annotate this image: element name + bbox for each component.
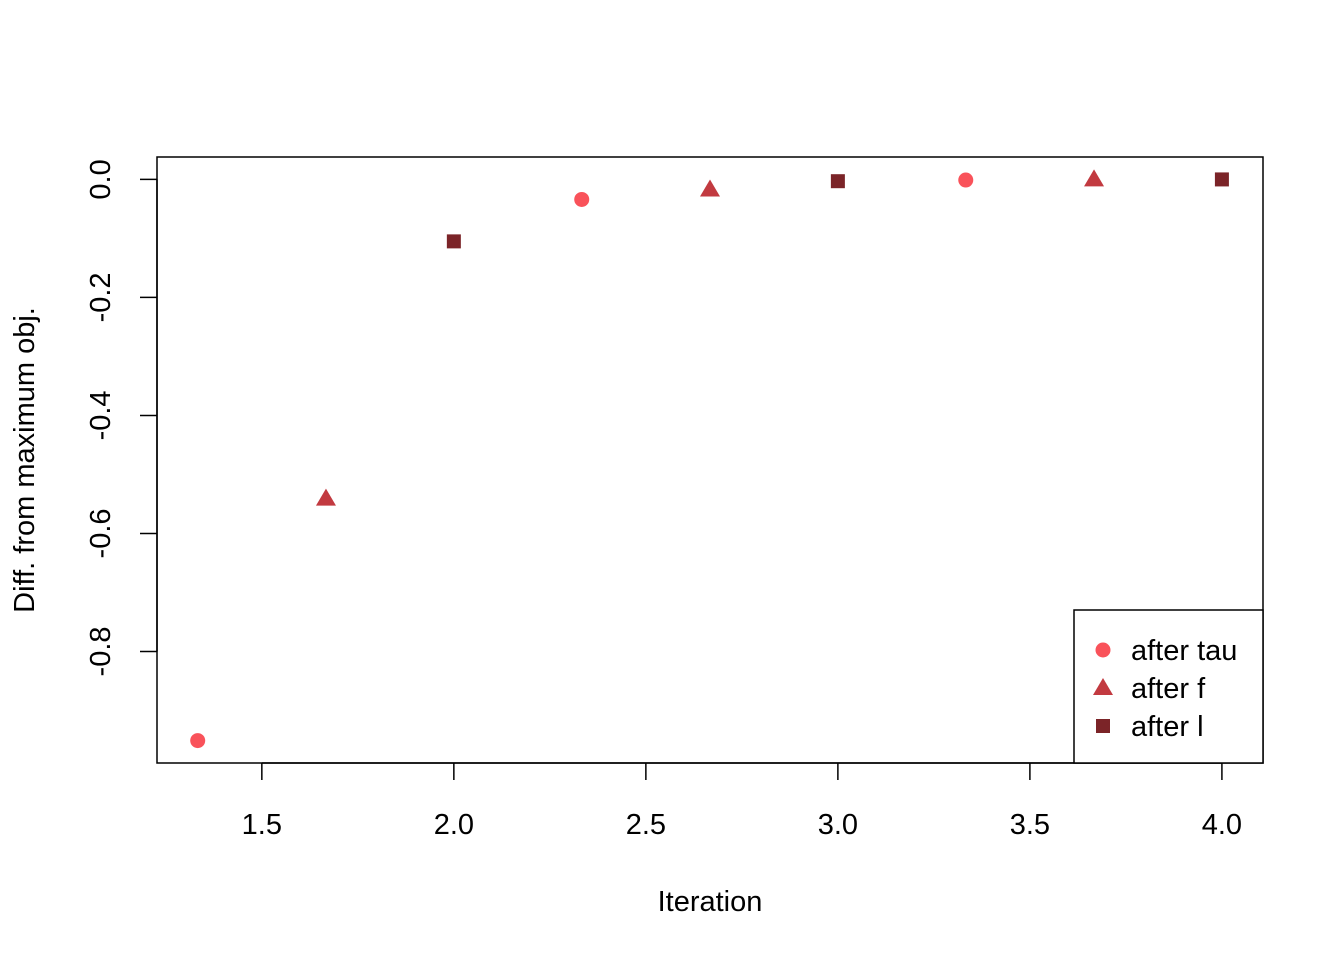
legend-label: after l	[1131, 711, 1204, 743]
data-point-triangle	[700, 179, 720, 197]
x-tick-label: 2.5	[626, 809, 666, 841]
y-axis: 0.0 -0.2 -0.4 -0.6 -0.8	[85, 159, 158, 676]
x-tick-label: 4.0	[1202, 809, 1242, 841]
legend-square-icon	[1096, 719, 1110, 733]
y-tick-label: -0.8	[85, 626, 117, 676]
data-points	[190, 169, 1229, 749]
x-axis: 1.5 2.0 2.5 3.0 3.5 4.0	[242, 762, 1242, 841]
legend-triangle-icon	[1093, 678, 1113, 695]
legend-label: after f	[1131, 673, 1206, 705]
x-tick-label: 3.5	[1010, 809, 1050, 841]
data-point-circle	[574, 191, 590, 207]
data-point-square	[830, 174, 845, 189]
y-tick-label: 0.0	[85, 159, 117, 199]
x-tick-label: 2.0	[434, 809, 474, 841]
x-tick-label: 1.5	[242, 809, 282, 841]
x-axis-label: Iteration	[658, 886, 763, 918]
data-point-square	[446, 234, 461, 249]
legend-circle-icon	[1095, 642, 1111, 658]
data-point-square	[1214, 172, 1229, 187]
y-tick-label: -0.6	[85, 508, 117, 558]
y-axis-label: Diff. from maximum obj.	[9, 307, 41, 613]
data-point-triangle	[315, 488, 336, 506]
data-point-circle	[190, 733, 206, 749]
x-tick-label: 3.0	[818, 809, 858, 841]
legend: after tau after f after l	[1073, 609, 1264, 764]
legend-label: after tau	[1131, 635, 1237, 667]
data-point-circle	[958, 172, 974, 188]
y-tick-label: -0.2	[85, 272, 117, 322]
y-tick-label: -0.4	[85, 390, 117, 440]
data-point-triangle	[1084, 169, 1105, 187]
